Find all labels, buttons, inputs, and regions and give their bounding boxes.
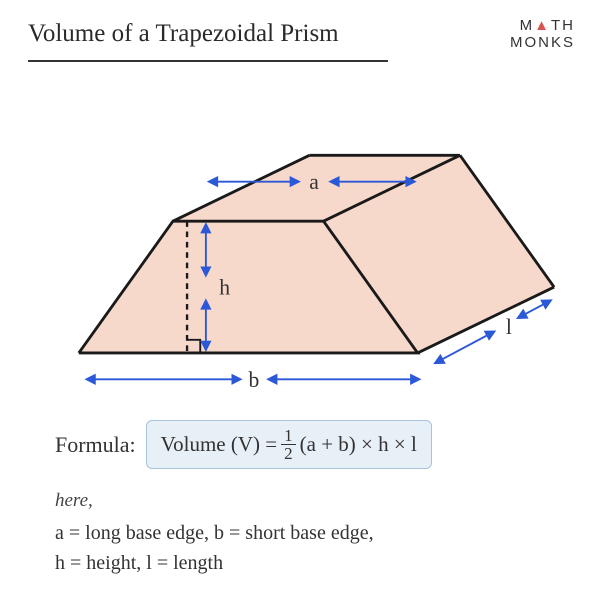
label-h: h — [219, 276, 230, 300]
formula-label: Formula: — [55, 432, 136, 458]
label-a: a — [309, 170, 319, 194]
label-l: l — [506, 315, 512, 339]
fraction-numerator: 1 — [281, 427, 296, 445]
brand-logo: M▲TH MONKS — [510, 18, 575, 51]
label-b: b — [248, 368, 259, 392]
fraction: 1 2 — [281, 427, 296, 462]
prism-diagram: a h b l — [20, 80, 580, 400]
formula-rhs: (a + b) × h × l — [300, 432, 417, 457]
here-label: here, — [55, 490, 93, 512]
def-line-2: h = height, l = length — [55, 548, 374, 578]
definitions: a = long base edge, b = short base edge,… — [55, 518, 374, 578]
formula-row: Formula: Volume (V) = 1 2 (a + b) × h × … — [55, 420, 432, 469]
logo-line-2: MONKS — [510, 35, 575, 52]
page-title: Volume of a Trapezoidal Prism — [28, 20, 339, 48]
logo-line-1: M▲TH — [510, 18, 575, 35]
triangle-icon: ▲ — [534, 18, 551, 35]
formula-lhs: Volume (V) = — [161, 432, 277, 457]
title-underline — [28, 60, 388, 62]
formula-box: Volume (V) = 1 2 (a + b) × h × l — [146, 420, 432, 469]
fraction-denominator: 2 — [281, 445, 296, 462]
figure-container: Volume of a Trapezoidal Prism M▲TH MONKS — [0, 0, 600, 600]
arrow-l-2 — [519, 301, 549, 317]
def-line-1: a = long base edge, b = short base edge, — [55, 518, 374, 548]
